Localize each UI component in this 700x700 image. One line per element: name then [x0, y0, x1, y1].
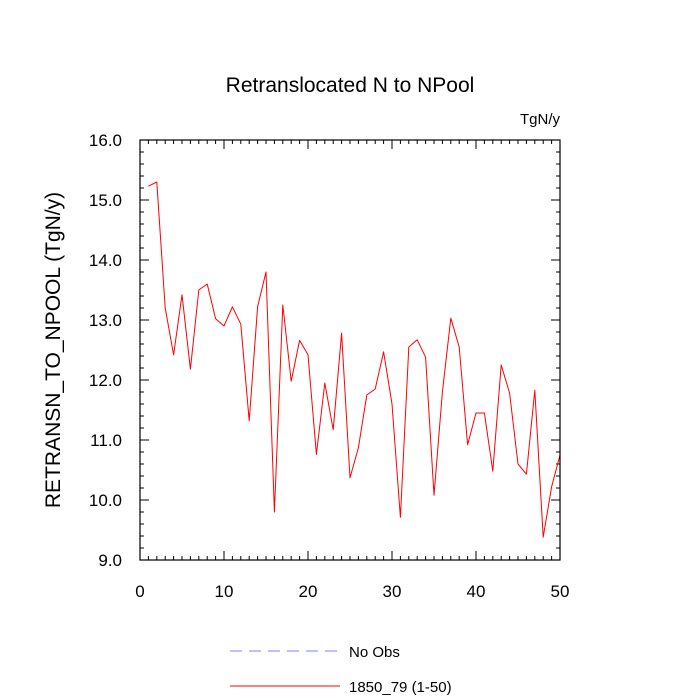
- y-tick-label: 14.0: [89, 251, 122, 270]
- x-tick-label: 50: [551, 582, 570, 601]
- y-axis-label: RETRANSN_TO_NPOOL (TgN/y): [42, 192, 65, 508]
- plot-frame: [139, 139, 561, 561]
- legend-label-1850-79: 1850_79 (1-50): [349, 679, 452, 696]
- y-tick-label: 15.0: [89, 191, 122, 210]
- units-label: TgN/y: [520, 111, 561, 128]
- y-tick-label: 11.0: [90, 431, 122, 450]
- x-tick-label: 30: [383, 582, 402, 601]
- axis-ticks: [139, 139, 561, 561]
- legend-label-no-obs: No Obs: [349, 644, 400, 661]
- y-tick-label: 10.0: [89, 491, 122, 510]
- x-tick-label: 20: [299, 582, 318, 601]
- y-tick-label: 13.0: [89, 311, 122, 330]
- y-tick-labels: 9.0 10.0 11.0 12.0 13.0 14.0 15.0 16.0: [89, 131, 122, 570]
- y-tick-label: 9.0: [98, 551, 122, 570]
- x-tick-label: 0: [135, 582, 144, 601]
- x-tick-labels: 0 10 20 30 40 50: [135, 582, 569, 601]
- x-tick-label: 40: [467, 582, 486, 601]
- series-line-1: [148, 181, 561, 538]
- series-lines: [148, 181, 561, 538]
- legend: No Obs 1850_79 (1-50): [230, 644, 452, 696]
- x-tick-label: 10: [215, 582, 234, 601]
- chart-title: Retranslocated N to NPool: [226, 74, 475, 97]
- y-tick-label: 16.0: [89, 131, 122, 150]
- y-tick-label: 12.0: [89, 371, 122, 390]
